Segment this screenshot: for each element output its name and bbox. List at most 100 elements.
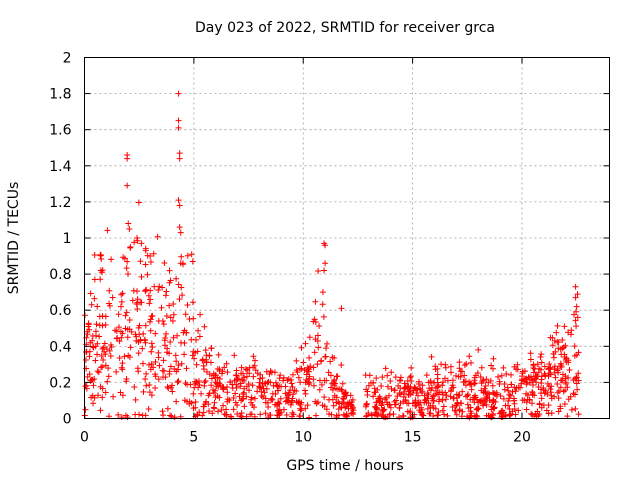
data-point xyxy=(392,397,399,404)
data-point xyxy=(87,339,94,346)
data-point xyxy=(116,355,123,362)
data-point xyxy=(449,377,456,384)
data-point xyxy=(293,357,300,364)
data-point xyxy=(314,338,321,345)
data-point xyxy=(212,372,219,379)
data-point xyxy=(456,359,463,366)
data-point xyxy=(475,405,482,412)
data-point xyxy=(142,261,149,268)
data-point xyxy=(311,316,318,323)
data-point xyxy=(527,350,534,357)
data-point xyxy=(534,373,541,380)
data-point xyxy=(118,414,125,421)
data-point xyxy=(160,374,167,381)
data-point xyxy=(131,239,138,246)
data-point xyxy=(468,386,475,393)
data-point xyxy=(181,327,188,334)
data-point xyxy=(214,392,221,399)
data-point xyxy=(252,357,259,364)
data-point xyxy=(243,393,250,400)
data-point xyxy=(230,406,237,413)
data-point xyxy=(124,258,131,265)
data-point xyxy=(152,359,159,366)
data-point xyxy=(574,386,581,393)
data-point xyxy=(178,253,185,260)
data-point xyxy=(146,318,153,325)
data-point xyxy=(565,374,572,381)
data-point xyxy=(302,390,309,397)
data-point xyxy=(206,408,213,415)
data-point xyxy=(99,363,106,370)
data-point xyxy=(384,372,391,379)
data-point xyxy=(412,400,419,407)
data-point xyxy=(288,380,295,387)
data-point xyxy=(130,287,137,294)
data-point xyxy=(154,233,161,240)
data-point xyxy=(233,372,240,379)
data-point xyxy=(557,405,564,412)
data-point xyxy=(199,357,206,364)
data-point xyxy=(508,371,515,378)
data-point xyxy=(175,362,182,369)
data-point xyxy=(345,405,352,412)
data-point xyxy=(463,360,470,367)
data-point xyxy=(407,383,414,390)
data-point xyxy=(484,394,491,401)
data-point xyxy=(490,355,497,362)
data-point xyxy=(405,400,412,407)
data-point xyxy=(123,309,130,316)
data-point xyxy=(113,328,120,335)
data-point xyxy=(507,392,514,399)
data-point xyxy=(572,405,579,412)
data-point xyxy=(97,407,104,414)
data-point xyxy=(503,370,510,377)
data-point xyxy=(193,336,200,343)
data-point xyxy=(488,362,495,369)
data-point xyxy=(387,378,394,385)
data-point xyxy=(575,377,582,384)
data-point xyxy=(148,348,155,355)
data-point xyxy=(105,365,112,372)
data-point xyxy=(456,407,463,414)
data-point xyxy=(336,400,343,407)
data-point xyxy=(471,399,478,406)
data-point xyxy=(570,390,577,397)
data-point xyxy=(396,390,403,397)
data-point xyxy=(550,354,557,361)
data-point xyxy=(98,364,105,371)
y-tick-label: 1.8 xyxy=(49,87,71,103)
data-point xyxy=(380,414,387,421)
data-point xyxy=(511,363,518,370)
data-point xyxy=(208,382,215,389)
data-point xyxy=(271,369,278,376)
data-point xyxy=(321,267,328,274)
data-point xyxy=(162,335,169,342)
data-point xyxy=(178,284,185,291)
data-point xyxy=(89,333,96,340)
data-point xyxy=(122,312,129,319)
data-point xyxy=(386,401,393,408)
data-point xyxy=(391,401,398,408)
data-point xyxy=(277,395,284,402)
data-point xyxy=(396,405,403,412)
data-point xyxy=(442,389,449,396)
data-point xyxy=(562,379,569,386)
data-point xyxy=(547,334,554,341)
data-point xyxy=(102,321,109,328)
data-point xyxy=(289,383,296,390)
data-point xyxy=(550,350,557,357)
data-point xyxy=(419,382,426,389)
data-point xyxy=(479,400,486,407)
data-point xyxy=(293,367,300,374)
data-point xyxy=(196,381,203,388)
data-point xyxy=(257,411,264,418)
data-point xyxy=(237,412,244,419)
data-point xyxy=(429,393,436,400)
data-point xyxy=(182,311,189,318)
data-point xyxy=(99,269,105,276)
data-point xyxy=(509,408,516,415)
data-point xyxy=(316,322,323,329)
data-point xyxy=(317,358,324,365)
data-point xyxy=(490,396,497,403)
data-point xyxy=(186,315,193,322)
